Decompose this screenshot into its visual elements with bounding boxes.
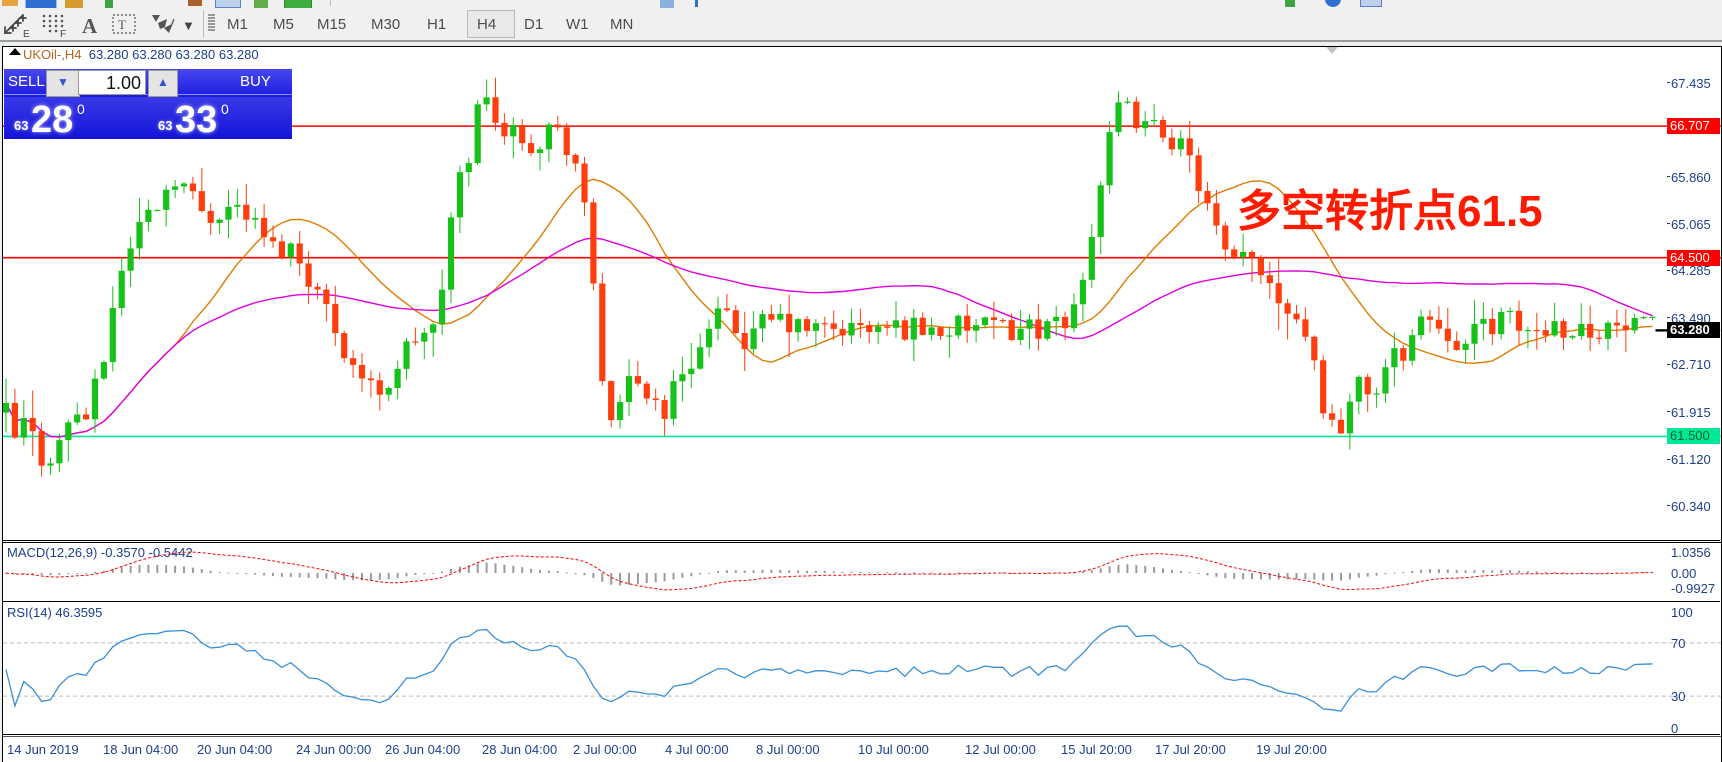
- svg-text:E: E: [23, 29, 30, 38]
- svg-text:F: F: [60, 29, 66, 38]
- svg-text:T: T: [118, 17, 126, 32]
